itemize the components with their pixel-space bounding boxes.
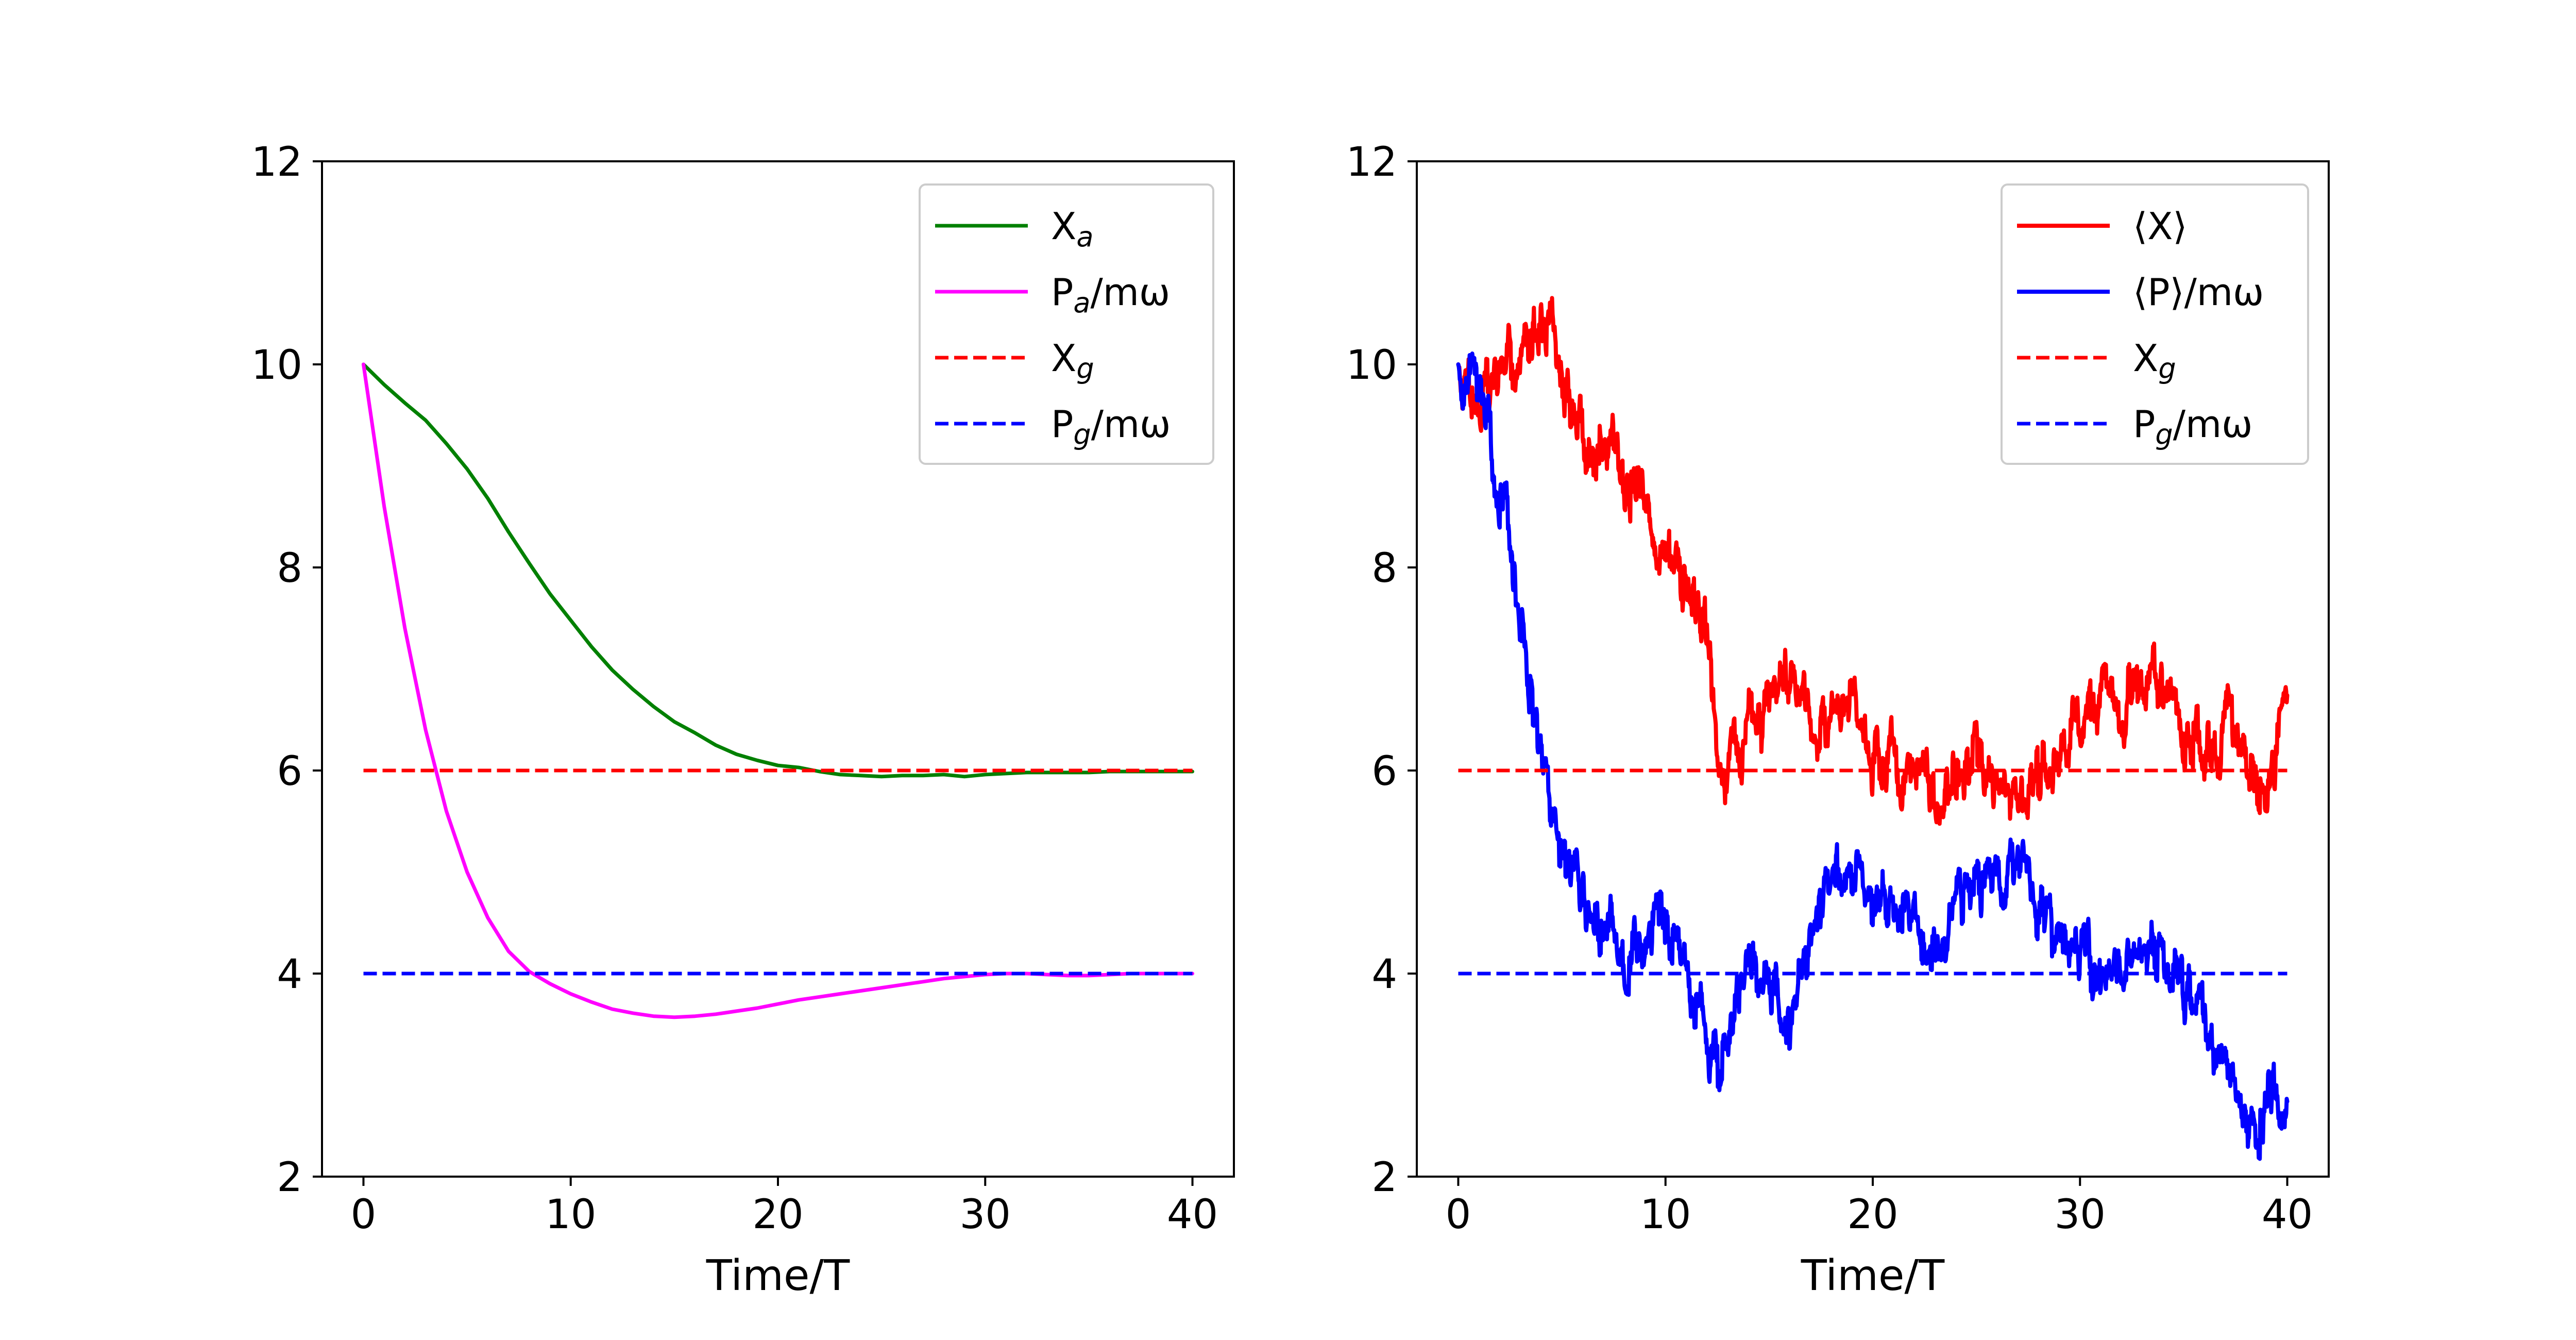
y-tick-label: 8 xyxy=(1371,545,1397,592)
legend-label: Pa/mω xyxy=(1051,271,1170,319)
y-tick-label: 2 xyxy=(1371,1154,1397,1201)
legend: ⟨X⟩ ⟨P⟩/mω Xg Pg/mω xyxy=(2001,183,2309,465)
x-tick-label: 0 xyxy=(351,1192,377,1238)
legend-label: Pg/mω xyxy=(2133,403,2252,451)
legend-label: Pg/mω xyxy=(1051,403,1171,451)
y-tick-label: 10 xyxy=(251,342,302,389)
y-tick-label: 4 xyxy=(277,951,302,998)
series-lines xyxy=(1456,296,2290,1161)
series-lines xyxy=(362,362,1194,1019)
y-tick-label: 12 xyxy=(251,139,302,186)
series-line-1 xyxy=(1456,351,2290,1161)
x-axis-label: Time/T xyxy=(1801,1251,1945,1300)
x-tick-label: 20 xyxy=(1847,1192,1898,1238)
x-axis-label: Time/T xyxy=(706,1251,850,1300)
x-tick-label: 40 xyxy=(2262,1192,2313,1238)
y-tick-label: 10 xyxy=(1346,342,1397,389)
y-tick-label: 6 xyxy=(1371,748,1397,795)
legend-box xyxy=(919,183,1214,465)
left-plot: 0 10 20 30 40 2 4 6 8 10 12 Time/T Xa Pa/mω Xg Pg/mω xyxy=(251,139,1235,1300)
x-tick-label: 30 xyxy=(960,1192,1011,1238)
series-line-0 xyxy=(362,362,1194,779)
legend-label: Xa xyxy=(1051,205,1093,253)
right-plot: 0 10 20 30 40 2 4 6 8 10 12 Time/T ⟨X⟩ ⟨P⟩/mω Xg Pg/mω xyxy=(1346,139,2330,1300)
x-tick-label: 20 xyxy=(752,1192,803,1238)
x-tick-label: 30 xyxy=(2055,1192,2106,1238)
legend-label: ⟨P⟩/mω xyxy=(2133,271,2264,314)
x-tick-label: 10 xyxy=(1640,1192,1691,1238)
x-tick-label: 40 xyxy=(1167,1192,1218,1238)
series-line-0 xyxy=(1456,296,2290,826)
y-tick-label: 4 xyxy=(1371,951,1397,998)
y-tick-label: 12 xyxy=(1346,139,1397,186)
legend-label: ⟨X⟩ xyxy=(2133,205,2188,248)
y-tick-label: 2 xyxy=(277,1154,302,1201)
x-tick-label: 0 xyxy=(1446,1192,1471,1238)
legend-box xyxy=(2001,183,2309,465)
y-tick-label: 6 xyxy=(277,748,302,795)
legend: Xa Pa/mω Xg Pg/mω xyxy=(919,183,1214,465)
legend-label: Xg xyxy=(1051,337,1094,385)
legend-label: Xg xyxy=(2133,337,2176,385)
x-tick-label: 10 xyxy=(545,1192,596,1238)
y-tick-label: 8 xyxy=(277,545,302,592)
